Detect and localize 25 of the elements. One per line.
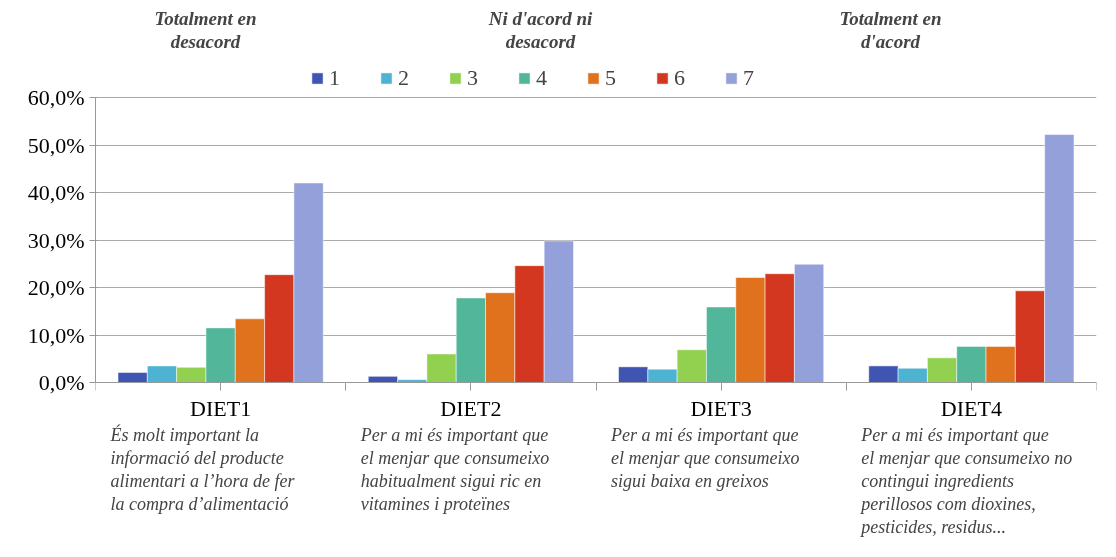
legend-label: 3 (467, 65, 479, 91)
text: Per a mi és important que el menjar que consumeixo no contingui ingredients perillosos com dioxines, pesticides, residus... (859, 424, 1073, 537)
x-tick-label: DIET1 (190, 395, 252, 421)
legend-label: 4 (536, 65, 548, 91)
legend-label: 5 (605, 65, 617, 91)
legend-label: 2 (398, 65, 410, 91)
x-tick-label: DIET3 (690, 395, 752, 421)
legend-label: 7 (743, 65, 755, 91)
x-tick-label: DIET2 (440, 395, 502, 421)
y-tick-label: 60,0% (27, 85, 85, 110)
y-tick-label: 50,0% (27, 132, 85, 158)
legend-label: 1 (329, 65, 341, 91)
legend-label: 6 (674, 65, 686, 91)
text: Totalment en d'acord (839, 8, 942, 53)
y-tick-label: 30,0% (27, 227, 85, 253)
x-tick-label: DIET4 (940, 395, 1002, 421)
text: Per a mi és important que el menjar que consumeixo habitualment sigui ric en vitamines i proteïnes (359, 424, 550, 514)
text: Per a mi és important que el menjar que consumeixo sigui baixa en greixos (610, 424, 800, 491)
text: Ni d'acord ni desacord (487, 8, 593, 53)
text: És molt important la informació del producte alimentari a l’hora de fer la compra d’alimentació (109, 423, 296, 514)
y-tick-label: 40,0% (27, 180, 85, 205)
y-tick-label: 10,0% (27, 322, 85, 348)
y-tick-label: 0,0% (38, 370, 85, 395)
text: Totalment en desacord (154, 8, 257, 53)
y-tick-label: 20,0% (27, 275, 85, 300)
